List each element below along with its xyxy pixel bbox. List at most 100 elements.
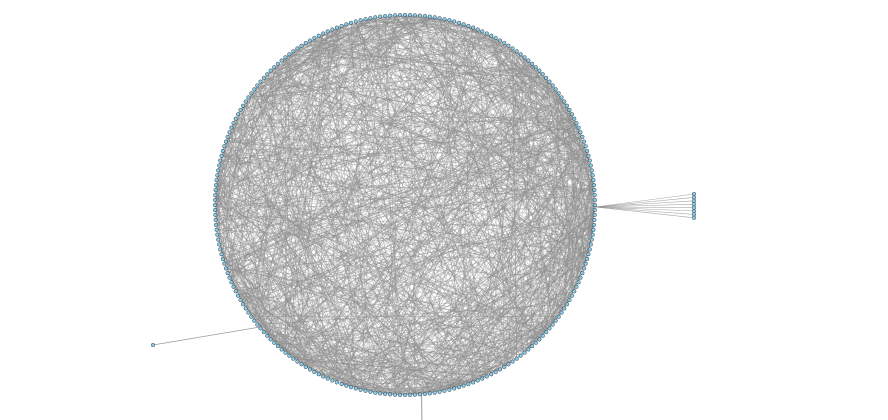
- graph-node: [303, 41, 308, 46]
- graph-edge: [535, 184, 595, 343]
- graph-edge: [591, 170, 595, 186]
- graph-node: [457, 385, 462, 390]
- graph-edge: [277, 63, 547, 79]
- graph-edge: [409, 123, 577, 396]
- graph-node: [219, 252, 224, 257]
- graph-edge: [221, 155, 594, 181]
- graph-edge: [409, 14, 540, 340]
- graph-node: [213, 188, 218, 193]
- graph-edge: [346, 244, 591, 386]
- graph-edge: [332, 253, 589, 381]
- graph-edge: [229, 277, 445, 392]
- graph-node: [272, 65, 277, 70]
- graph-node: [502, 41, 507, 46]
- graph-edge: [245, 14, 411, 309]
- graph-edge: [273, 14, 401, 343]
- graph-node: [518, 353, 523, 358]
- graph-node: [408, 392, 413, 397]
- graph-node: [502, 365, 507, 370]
- graph-node: [553, 87, 558, 92]
- graph-node: [215, 232, 220, 237]
- graph-node: [279, 58, 284, 63]
- graph-node: [556, 314, 561, 319]
- graph-edge: [424, 150, 588, 395]
- graph-edge: [365, 18, 487, 34]
- fan-node: [692, 205, 697, 210]
- graph-node: [213, 193, 218, 198]
- fan-edge: [594, 203, 695, 208]
- graph-node: [272, 340, 277, 345]
- graph-edge: [504, 114, 573, 368]
- graph-node: [249, 91, 254, 96]
- graph-node: [437, 16, 442, 21]
- graph-edge: [216, 48, 298, 181]
- graph-node: [393, 13, 398, 18]
- graph-edge: [439, 324, 553, 393]
- graph-edge: [380, 16, 505, 44]
- graph-node: [312, 36, 317, 41]
- graph-nodes: [150, 12, 697, 398]
- graph-node: [461, 383, 466, 388]
- graph-node: [238, 107, 243, 112]
- graph-edge: [222, 258, 371, 393]
- graph-edge: [449, 304, 568, 391]
- graph-edge: [222, 258, 391, 395]
- graph-node: [279, 347, 284, 352]
- graph-node: [283, 55, 288, 60]
- graph-edge: [370, 382, 474, 393]
- graph-edge: [215, 101, 565, 226]
- graph-node: [489, 33, 494, 38]
- graph-edge: [297, 48, 581, 278]
- graph-edge: [257, 85, 505, 368]
- graph-node: [213, 212, 218, 217]
- graph-node: [222, 261, 227, 266]
- graph-edge: [216, 229, 220, 245]
- graph-node: [592, 188, 597, 193]
- graph-node: [537, 68, 542, 73]
- graph-node: [580, 134, 585, 139]
- fan-node: [692, 198, 697, 203]
- graph-node: [427, 14, 432, 19]
- graph-node: [227, 130, 232, 135]
- graph-node: [231, 284, 236, 289]
- graph-node: [586, 153, 591, 158]
- graph-node: [570, 112, 575, 117]
- graph-edge: [222, 118, 575, 260]
- graph-edge: [217, 175, 361, 390]
- graph-node: [378, 14, 383, 19]
- graph-edge: [221, 253, 396, 395]
- graph-node: [403, 393, 408, 398]
- graph-node: [480, 376, 485, 381]
- graph-edge: [273, 67, 440, 392]
- graph-edge: [231, 105, 244, 283]
- graph-edge: [444, 18, 460, 24]
- graph-node: [216, 237, 221, 242]
- graph-edge: [233, 122, 595, 211]
- graph-node: [475, 378, 480, 383]
- graph-edge: [235, 118, 590, 161]
- graph-edge: [248, 17, 376, 98]
- graph-edge: [384, 15, 553, 86]
- graph-node: [291, 49, 296, 54]
- fan-node: [692, 215, 697, 220]
- graph-node: [544, 75, 549, 80]
- graph-edge: [277, 60, 529, 347]
- graph-edge: [439, 18, 488, 377]
- graph-edge: [341, 25, 540, 340]
- graph-node: [225, 271, 230, 276]
- graph-node: [461, 22, 466, 27]
- graph-edge: [499, 361, 513, 370]
- graph-edge: [327, 19, 450, 32]
- graph-edge: [439, 18, 547, 333]
- graph-node: [510, 359, 515, 364]
- graph-edge: [449, 184, 595, 390]
- graph-edge: [242, 105, 275, 343]
- graph-edge: [360, 20, 537, 343]
- graph-node: [590, 173, 595, 178]
- graph-node: [229, 280, 234, 285]
- graph-node: [592, 212, 597, 217]
- graph-edge: [439, 81, 550, 392]
- graph-node: [325, 376, 330, 381]
- graph-edge: [227, 229, 594, 274]
- graph-edge: [224, 17, 435, 147]
